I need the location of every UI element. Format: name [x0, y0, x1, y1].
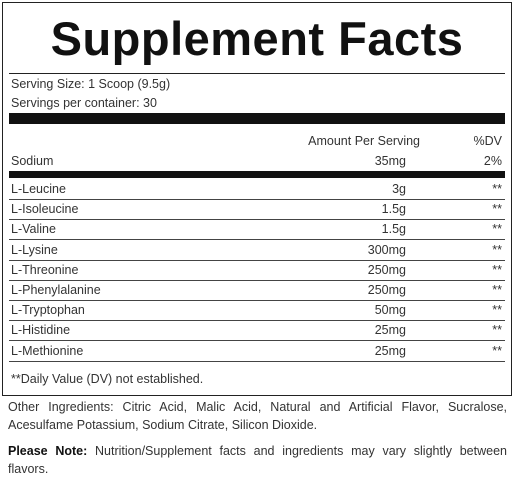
- row-dv: **: [492, 182, 502, 196]
- row-amount: 300mg: [367, 242, 406, 257]
- row-amount: 3g: [392, 182, 406, 196]
- row-dv: **: [492, 303, 502, 318]
- row-rule: [9, 340, 505, 342]
- serving-size: Serving Size: 1 Scoop (9.5g): [11, 77, 171, 91]
- row-amount: 250mg: [367, 262, 406, 277]
- row-amount: 35mg: [374, 154, 406, 168]
- row-name: L-Tryptophan: [11, 303, 85, 318]
- servings-per-container: Servings per container: 30: [11, 96, 157, 110]
- facts-panel: Supplement Facts Serving Size: 1 Scoop (…: [2, 2, 512, 396]
- row-name: L-Lysine: [11, 242, 58, 257]
- row-name: L-Histidine: [11, 323, 71, 338]
- row-dv: **: [492, 202, 502, 217]
- column-header: Amount Per Serving: [308, 134, 420, 148]
- row-name: L-Isoleucine: [11, 202, 79, 217]
- row-rule: [9, 219, 505, 221]
- column-header: %DV: [473, 134, 502, 148]
- row-name: Sodium: [11, 154, 54, 168]
- row-dv: **: [492, 283, 502, 297]
- row-amount: 1.5g: [381, 222, 406, 237]
- row-amount: 25mg: [374, 343, 406, 358]
- row-rule: [9, 360, 505, 362]
- thick-rule: [9, 171, 505, 178]
- row-dv: **: [492, 222, 502, 237]
- row-dv: **: [492, 323, 502, 338]
- row-amount: 50mg: [374, 303, 406, 318]
- row-dv: **: [492, 262, 502, 277]
- row-rule: [9, 300, 505, 301]
- row-dv: 2%: [483, 154, 502, 168]
- row-rule: [9, 279, 505, 281]
- title: Supplement Facts: [50, 12, 464, 65]
- row-dv: **: [492, 242, 502, 257]
- note-text: Nutrition/Supplement facts and ingredien…: [8, 444, 507, 476]
- row-rule: [9, 239, 505, 241]
- row-name: L-Phenylalanine: [11, 283, 101, 297]
- row-name: L-Methionine: [11, 343, 84, 358]
- footnote: **Daily Value (DV) not established.: [11, 372, 204, 386]
- note-label: Please Note:: [8, 444, 88, 458]
- row-amount: 1.5g: [381, 202, 406, 217]
- row-name: L-Threonine: [11, 262, 79, 277]
- row-amount: 250mg: [367, 283, 406, 297]
- row-name: L-Leucine: [11, 182, 66, 196]
- row-rule: [9, 320, 505, 322]
- row-amount: 25mg: [374, 323, 406, 338]
- row-rule: [9, 199, 505, 200]
- row-name: L-Valine: [11, 222, 56, 237]
- note: Please Note: Nutrition/Supplement facts …: [8, 442, 507, 478]
- row-rule: [9, 259, 505, 261]
- row-dv: **: [492, 343, 502, 358]
- other-ingredients: Other Ingredients: Citric Acid, Malic Ac…: [8, 400, 507, 432]
